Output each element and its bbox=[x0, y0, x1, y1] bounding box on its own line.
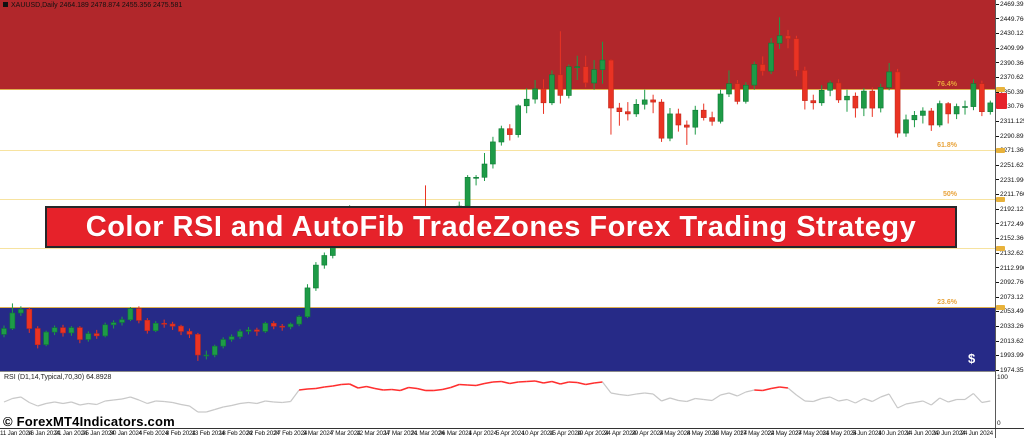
date-axis-label: 25 Jan 2024 bbox=[82, 430, 115, 437]
date-axis-label: 17 May 2024 bbox=[740, 430, 775, 437]
date-axis-label: 8 May 2024 bbox=[686, 430, 718, 437]
price-axis-label: 2251.625 bbox=[996, 162, 1024, 169]
price-axis-label: 2073.125 bbox=[996, 294, 1024, 301]
date-axis-label: 12 Mar 2024 bbox=[356, 430, 390, 437]
date-axis-label: 13 Feb 2024 bbox=[191, 430, 225, 437]
date-axis-label: 26 Mar 2024 bbox=[438, 430, 472, 437]
price-axis-label: 2112.990 bbox=[996, 265, 1024, 272]
price-axis-label: 2092.760 bbox=[996, 279, 1024, 286]
date-axis-label: 27 Feb 2024 bbox=[273, 430, 308, 437]
fib-price-tag bbox=[996, 87, 1005, 92]
fib-line-50% bbox=[0, 199, 995, 200]
date-axis-label: 10 Jun 2024 bbox=[878, 430, 911, 437]
fib-label: 50% bbox=[942, 191, 957, 198]
fib-line-23.6% bbox=[0, 307, 995, 308]
dollar-icon: $ bbox=[968, 351, 976, 366]
rsi-scale-max: 100 bbox=[997, 374, 1008, 381]
date-axis-label: 31 May 2024 bbox=[822, 430, 857, 437]
price-axis-label: 1974.355 bbox=[996, 367, 1024, 374]
fib-price-tag bbox=[996, 148, 1005, 153]
fib-line-76.4% bbox=[0, 89, 995, 90]
price-axis-label: 1993.990 bbox=[996, 352, 1024, 359]
price-axis-label: 2013.625 bbox=[996, 338, 1024, 345]
date-axis-label: 10 Apr 2024 bbox=[521, 430, 554, 437]
candlestick-series bbox=[1, 17, 994, 361]
date-axis-label: 3 Mar 2024 bbox=[303, 430, 333, 437]
date-axis-label: 30 Jan 2024 bbox=[109, 430, 143, 437]
watermark: © ForexMT4Indicators.com bbox=[3, 414, 175, 429]
price-axis-label: 2409.990 bbox=[996, 45, 1024, 52]
fib-label: 61.8% bbox=[937, 142, 957, 149]
price-axis-label: 2350.395 bbox=[996, 89, 1024, 96]
date-axis-label: 21 Jan 2024 bbox=[54, 430, 88, 437]
date-axis-label: 29 Apr 2024 bbox=[631, 430, 664, 437]
symbol-marker-icon bbox=[3, 2, 8, 7]
rsi-scale-min: 0 bbox=[997, 420, 1001, 427]
date-axis-label: 15 Apr 2024 bbox=[549, 430, 581, 437]
buy-zone bbox=[0, 307, 995, 371]
date-axis-separator bbox=[0, 428, 1024, 429]
price-axis-label: 2290.895 bbox=[996, 133, 1024, 140]
date-axis-label: 5 Apr 2024 bbox=[495, 430, 525, 437]
price-axis-label: 2311.125 bbox=[996, 118, 1024, 125]
date-axis-label: 14 Jun 2024 bbox=[905, 430, 939, 437]
price-axis-label: 2449.760 bbox=[996, 16, 1024, 23]
rsi-pane-separator bbox=[0, 371, 995, 372]
fib-line-38.2% bbox=[0, 248, 995, 249]
main-chart-pane[interactable]: 76.4%61.8%50%38.2%23.6% XAUUSD,Daily 246… bbox=[0, 0, 995, 371]
date-axis-label: 21 Mar 2024 bbox=[411, 430, 445, 437]
price-scale-separator bbox=[995, 0, 996, 438]
price-scale[interactable]: 2469.395 2449.760 2430.125 2409.990 2390.360… bbox=[996, 0, 1024, 438]
date-axis-label: 27 May 2024 bbox=[794, 430, 830, 437]
date-axis[interactable]: 11 Jan 2024 16 Jan 2024 21 Jan 2024 25 Jan … bbox=[0, 430, 995, 438]
date-axis-label: 11 Jan 2024 bbox=[0, 430, 32, 437]
date-axis-label: 24 Jun 2024 bbox=[960, 430, 994, 437]
price-axis-label: 2390.360 bbox=[996, 60, 1024, 67]
price-axis-label: 2053.490 bbox=[996, 308, 1024, 315]
date-axis-label: 24 Apr 2024 bbox=[604, 430, 636, 437]
fib-label: 23.6% bbox=[937, 299, 957, 306]
price-axis-label: 2033.260 bbox=[996, 323, 1024, 330]
date-axis-label: 3 May 2024 bbox=[659, 430, 691, 437]
date-axis-label: 19 Jun 2024 bbox=[933, 430, 966, 437]
date-axis-label: 5 Jun 2024 bbox=[852, 430, 882, 437]
date-axis-label: 1 Apr 2024 bbox=[468, 430, 497, 437]
price-axis-label: 2211.760 bbox=[996, 191, 1024, 198]
fib-price-tag bbox=[996, 197, 1005, 202]
fib-label: 76.4% bbox=[937, 81, 957, 88]
price-axis-label: 2192.125 bbox=[996, 206, 1024, 213]
price-axis-label: 2231.990 bbox=[996, 177, 1024, 184]
date-axis-label: 13 May 2024 bbox=[712, 430, 747, 437]
fib-price-tag bbox=[996, 246, 1005, 251]
fib-line-61.8% bbox=[0, 150, 995, 151]
strategy-banner-title: Color RSI and AutoFib TradeZones Forex T… bbox=[85, 210, 917, 243]
price-axis-label: 2469.395 bbox=[996, 1, 1024, 8]
rsi-indicator-pane[interactable]: RSI (D1,14,Typical,70,30) 64.8928 bbox=[0, 372, 995, 428]
price-axis-label: 2152.360 bbox=[996, 235, 1024, 242]
date-axis-label: 7 Mar 2024 bbox=[330, 430, 361, 437]
rsi-indicator-label: RSI (D1,14,Typical,70,30) 64.8928 bbox=[4, 374, 112, 381]
strategy-banner: Color RSI and AutoFib TradeZones Forex T… bbox=[45, 206, 957, 248]
price-axis-label: 2370.625 bbox=[996, 74, 1024, 81]
date-axis-label: 17 Mar 2024 bbox=[383, 430, 417, 437]
date-axis-label: 4 Feb 2024 bbox=[138, 430, 169, 437]
rsi-line bbox=[3, 380, 991, 413]
price-axis-label: 2132.625 bbox=[996, 250, 1024, 257]
fib-price-tag bbox=[996, 305, 1005, 310]
chart-title: XAUUSD,Daily 2464.189 2478.874 2455.356 … bbox=[3, 2, 182, 9]
date-axis-label: 22 May 2024 bbox=[767, 430, 802, 437]
chart-title-text: XAUUSD,Daily 2464.189 2478.874 2455.356 … bbox=[11, 2, 183, 9]
price-axis-label: 2430.125 bbox=[996, 30, 1024, 37]
current-price-tag bbox=[996, 93, 1007, 109]
date-axis-label: 22 Feb 2024 bbox=[246, 430, 280, 437]
date-axis-label: 18 Feb 2024 bbox=[219, 430, 253, 437]
price-axis-label: 2172.490 bbox=[996, 221, 1024, 228]
date-axis-label: 19 Apr 2024 bbox=[576, 430, 609, 437]
date-axis-label: 8 Feb 2024 bbox=[165, 430, 196, 437]
sell-zone bbox=[0, 0, 995, 90]
date-axis-label: 16 Jan 2024 bbox=[27, 430, 60, 437]
